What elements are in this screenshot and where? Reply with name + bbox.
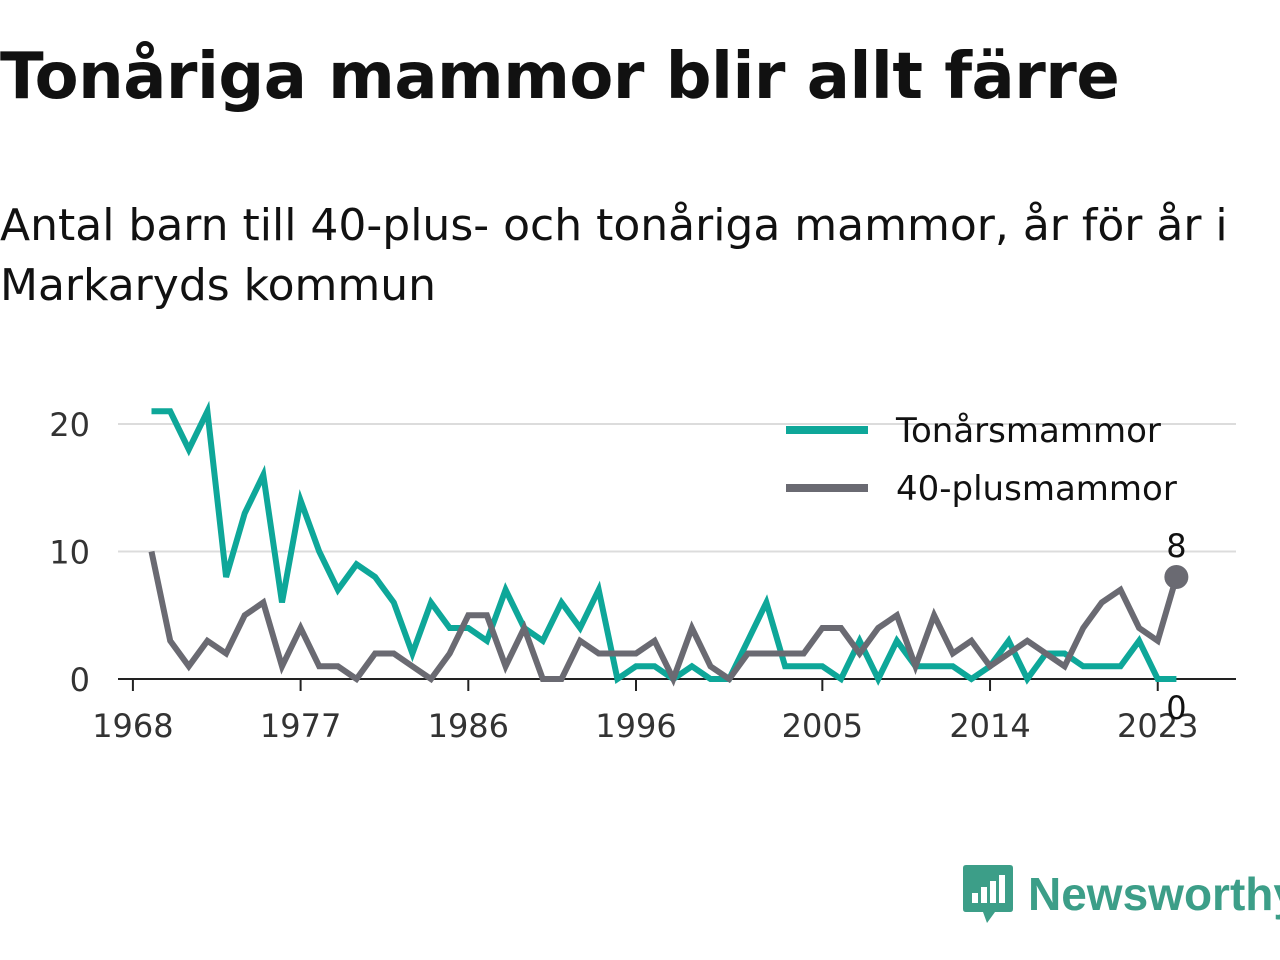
y-tick-label: 20 [49,406,90,444]
y-tick-label: 10 [49,534,90,572]
brand-name: Newsworthy [1028,868,1280,920]
legend-label: Tonårsmammor [895,411,1161,451]
legend-label: 40-plusmammor [896,469,1177,509]
axes: 0 10 20 1968 1977 1986 1996 2005 2014 2023 [49,406,1236,745]
x-tick-label: 2005 [782,707,863,745]
x-tick-label: 1986 [428,707,509,745]
series-lines: 80 [148,400,1189,727]
bar-chart-speech-bubble-icon [963,865,1013,923]
end-point-marker [1164,565,1189,589]
chart-subtitle: Antal barn till 40-plus- och tonåriga ma… [0,200,1228,311]
y-tick-label: 0 [70,661,90,699]
gridlines [118,423,1236,553]
x-tick-label: 1996 [595,707,676,745]
x-tick-label: 1968 [92,707,173,745]
series-line-tonarsmammor [151,400,1177,686]
end-value-label: 8 [1166,527,1186,565]
legend: Tonårsmammor 40-plusmammor [786,411,1177,509]
x-tick-label: 2014 [949,707,1030,745]
end-value-label: 0 [1166,689,1186,727]
series-line-fortyplus-mammor [148,550,1180,687]
newsworthy-brand: Newsworthy [962,862,1280,926]
chart-title: Tonåriga mammor blir allt färre [0,40,1120,114]
x-tick-label: 2023 [1117,707,1198,745]
x-tick-label: 1977 [260,707,341,745]
